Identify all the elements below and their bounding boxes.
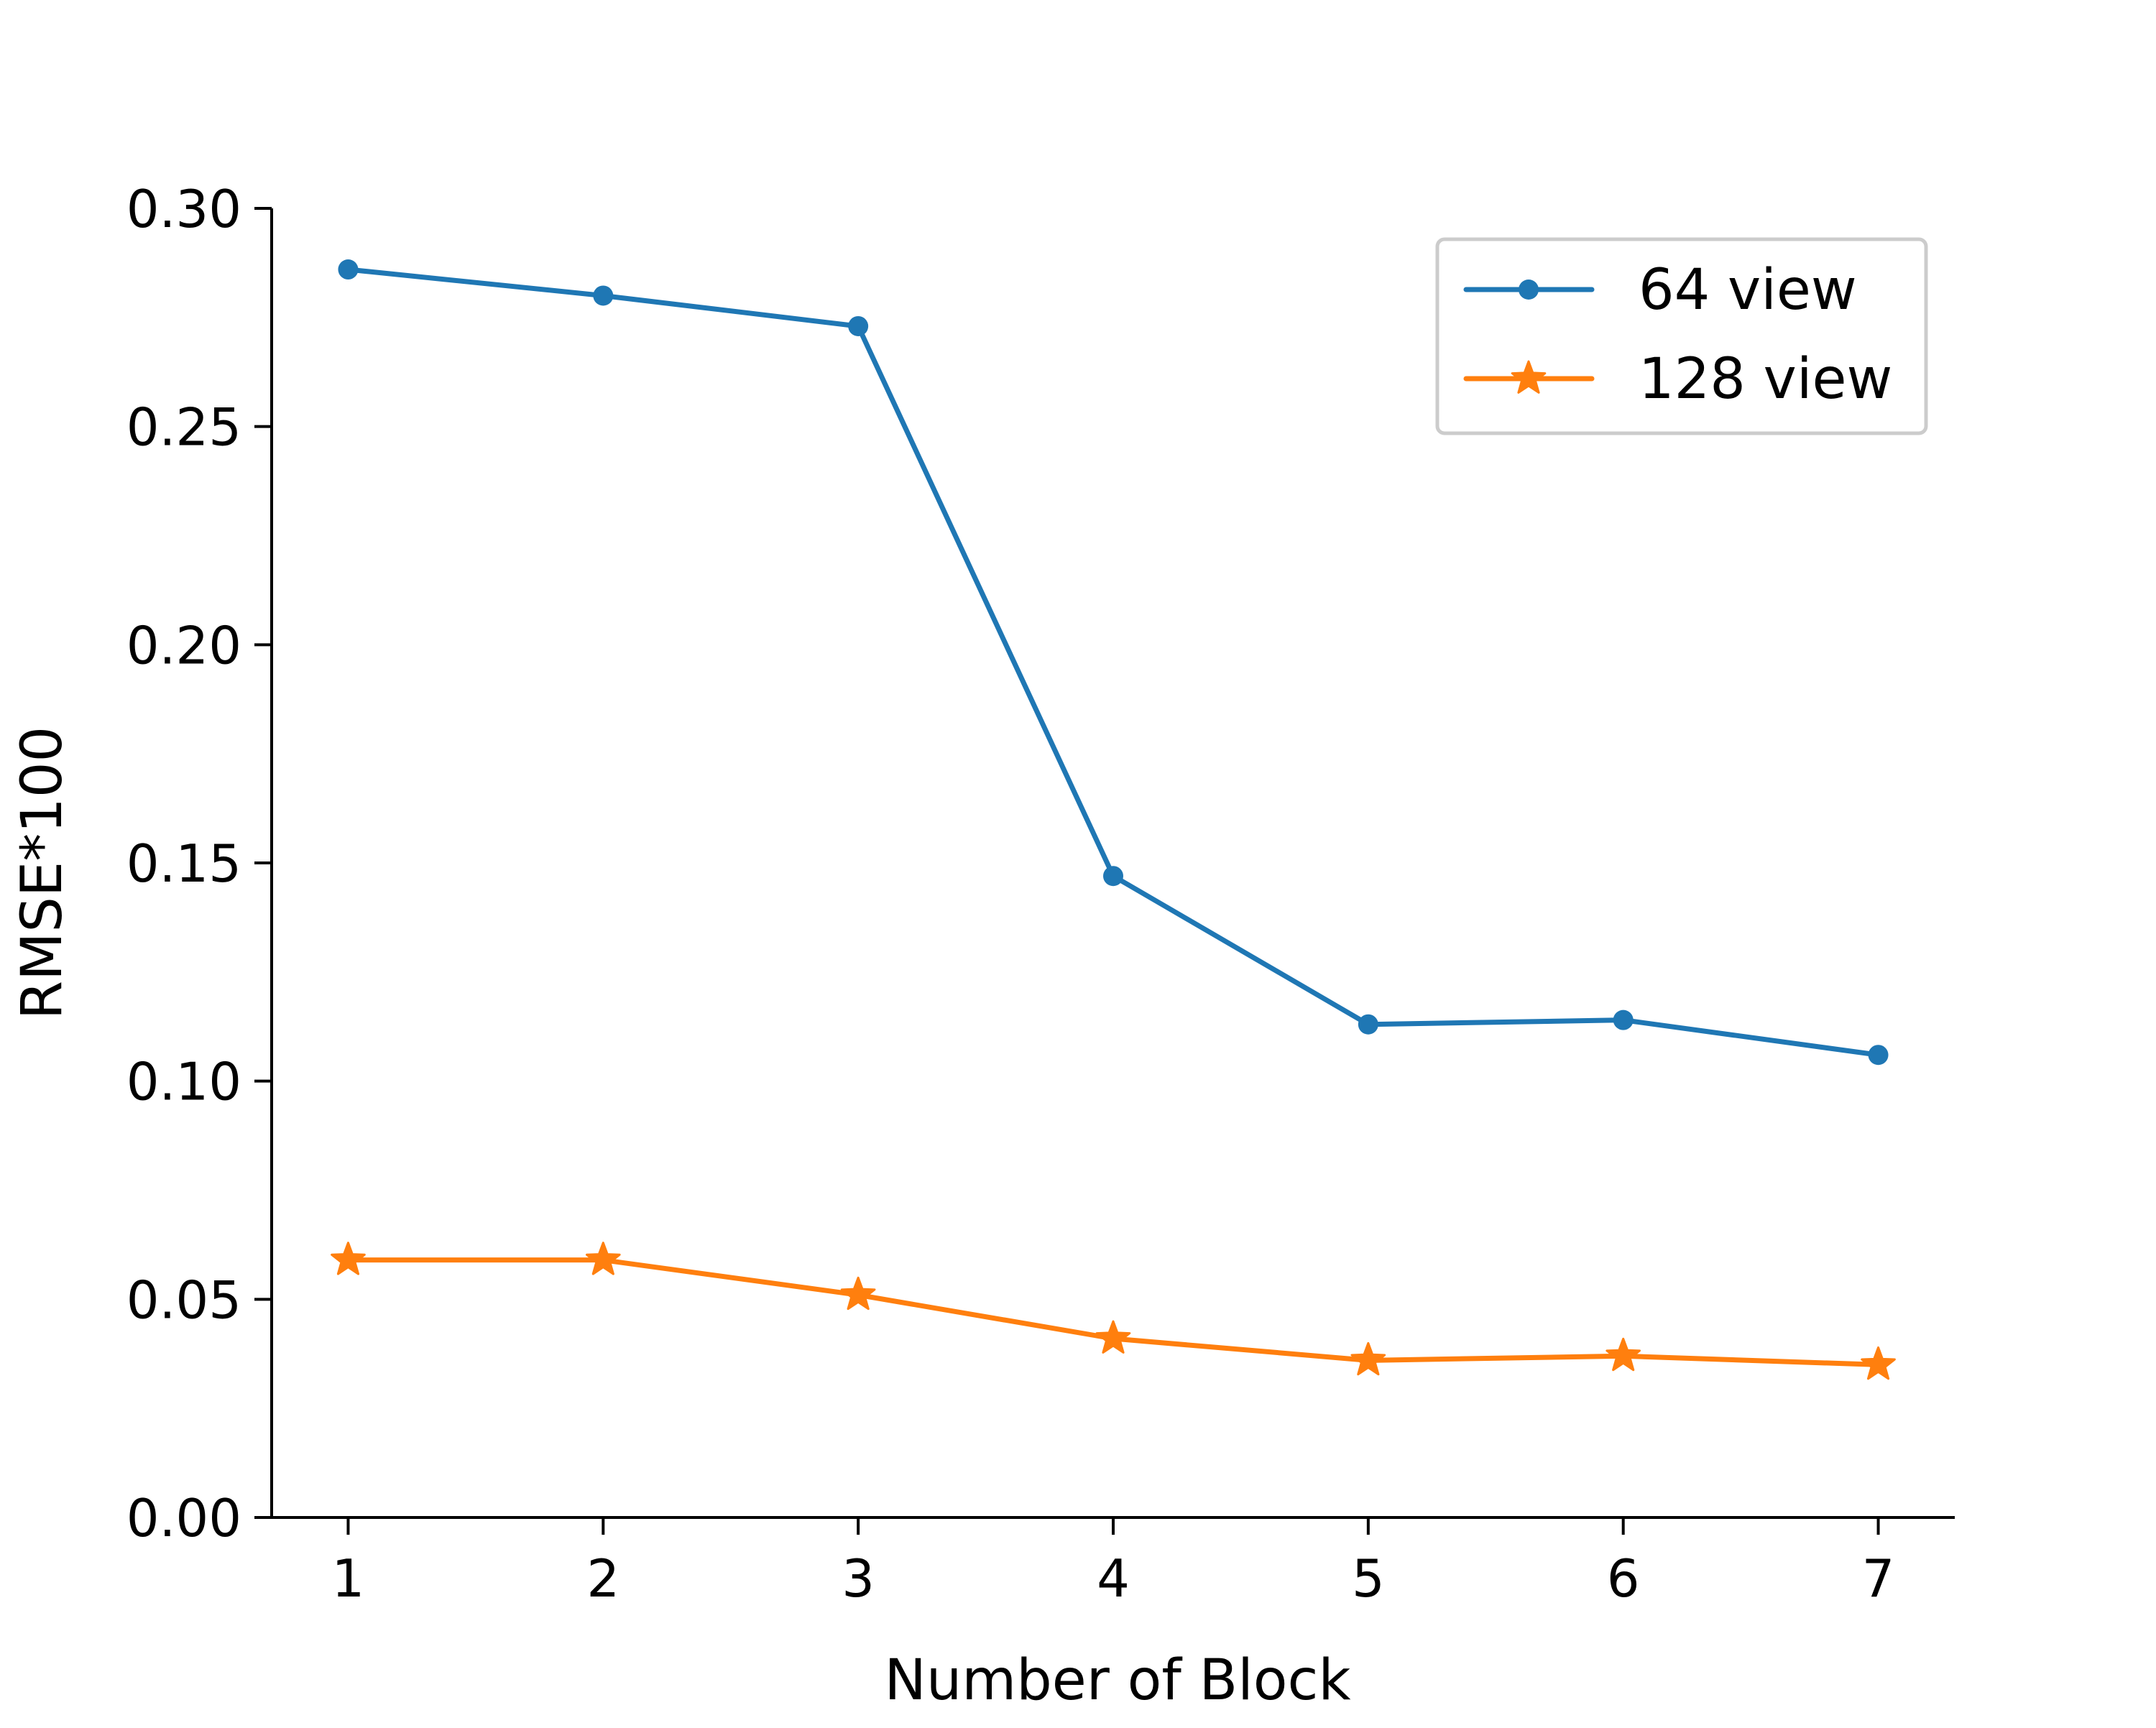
data-point: [1613, 1009, 1634, 1030]
data-point: [585, 1242, 621, 1275]
data-point: [1868, 1045, 1889, 1066]
series-layer: [331, 259, 1896, 1380]
y-tick-label: 0.05: [126, 1270, 241, 1330]
series-1: [338, 259, 1889, 1066]
y-tick-label: 0.15: [126, 833, 241, 894]
legend-marker: [1511, 360, 1547, 394]
data-point: [338, 259, 359, 280]
x-tick-label: 5: [1352, 1548, 1385, 1609]
data-point: [840, 1276, 876, 1311]
y-tick-label: 0.30: [126, 179, 241, 239]
x-tick-label: 1: [332, 1548, 365, 1609]
data-point: [1103, 866, 1123, 887]
data-point: [1095, 1320, 1131, 1354]
data-point: [1350, 1341, 1386, 1376]
x-tick-label: 4: [1097, 1548, 1130, 1609]
x-tick-label: 3: [842, 1548, 875, 1609]
data-point: [848, 315, 869, 336]
data-point: [1358, 1014, 1378, 1035]
data-point: [1606, 1337, 1641, 1372]
legend-label: 64 view: [1639, 258, 1857, 323]
y-tick-label: 0.00: [126, 1488, 241, 1548]
legend-entry-2: 128 view: [1463, 347, 1892, 412]
legend-entry-1: 64 view: [1463, 258, 1857, 323]
series-line: [345, 1257, 1881, 1367]
x-tick-label: 2: [586, 1548, 619, 1609]
x-tick-label: 6: [1607, 1548, 1640, 1609]
data-point: [593, 285, 614, 306]
y-axis-title: RMSE*100: [10, 726, 75, 1020]
x-axis-title: Number of Block: [884, 1648, 1350, 1713]
ticks: 0.00 0.05 0.10 0.15 0.20 0.25 0.30 1 2 3 4 5 6 7: [126, 179, 1895, 1609]
x-tick-label: 7: [1862, 1548, 1895, 1609]
y-tick-label: 0.20: [126, 615, 241, 675]
data-point: [1861, 1346, 1896, 1380]
data-point: [331, 1242, 366, 1275]
series-2: [331, 1242, 1896, 1380]
legend-marker: [1519, 279, 1539, 300]
legend-label: 128 view: [1639, 347, 1892, 412]
y-tick-label: 0.10: [126, 1052, 241, 1112]
legend: 64 view 128 view: [1435, 237, 1928, 435]
y-tick-label: 0.25: [126, 397, 241, 458]
